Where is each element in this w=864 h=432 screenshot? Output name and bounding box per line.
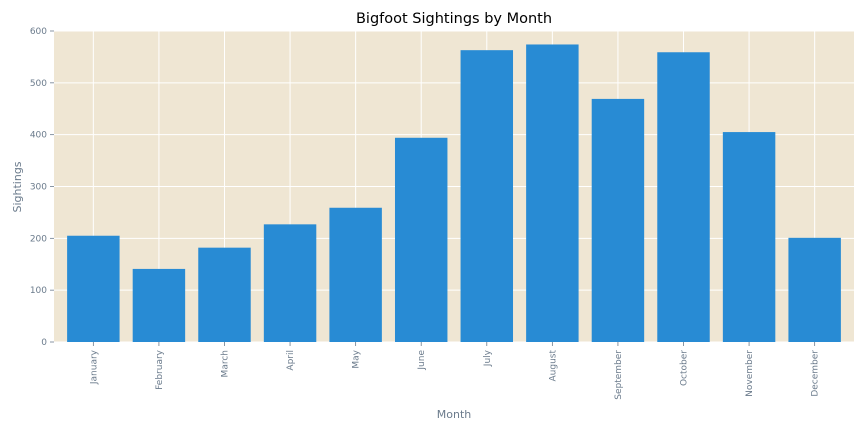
bar-october bbox=[657, 52, 710, 342]
y-tick-label: 500 bbox=[30, 79, 47, 89]
bar-december bbox=[788, 237, 841, 342]
x-tick-label: December bbox=[811, 350, 821, 397]
x-tick-label: January bbox=[89, 349, 99, 385]
chart-title: Bigfoot Sightings by Month bbox=[356, 11, 552, 27]
bar-january bbox=[67, 235, 120, 342]
y-tick-label: 100 bbox=[30, 286, 47, 296]
x-tick-label: February bbox=[155, 349, 165, 390]
y-tick-label: 200 bbox=[30, 234, 47, 244]
x-tick-label: October bbox=[680, 350, 690, 386]
bar-july bbox=[460, 50, 514, 342]
x-axis-label: Month bbox=[437, 408, 472, 421]
bar-june bbox=[394, 137, 448, 342]
y-tick-label: 0 bbox=[41, 338, 47, 348]
bar-february bbox=[132, 268, 186, 342]
y-tick-label: 400 bbox=[30, 131, 47, 141]
bars-group bbox=[67, 44, 841, 343]
y-tick-label: 300 bbox=[30, 183, 47, 193]
x-tick-label: September bbox=[614, 350, 624, 400]
x-tick-label: March bbox=[220, 350, 230, 377]
bar-may bbox=[329, 207, 382, 342]
x-tick-label: August bbox=[548, 350, 558, 382]
bar-november bbox=[722, 132, 776, 342]
y-axis-label: Sightings bbox=[11, 161, 24, 212]
x-tick-label: November bbox=[745, 350, 755, 397]
x-tick-label: July bbox=[483, 349, 493, 367]
x-tick-label: June bbox=[417, 350, 427, 371]
bar-august bbox=[526, 44, 579, 343]
bar-april bbox=[263, 224, 317, 342]
x-axis-ticks: January February March April May June July Augu… bbox=[89, 342, 821, 400]
x-tick-label: May bbox=[352, 349, 362, 368]
bar-september bbox=[591, 98, 645, 342]
bar-march bbox=[198, 247, 251, 342]
y-axis-ticks: 0 100 200 300 400 500 600 bbox=[30, 27, 54, 348]
y-tick-label: 600 bbox=[30, 27, 47, 37]
x-tick-label: April bbox=[286, 350, 296, 371]
